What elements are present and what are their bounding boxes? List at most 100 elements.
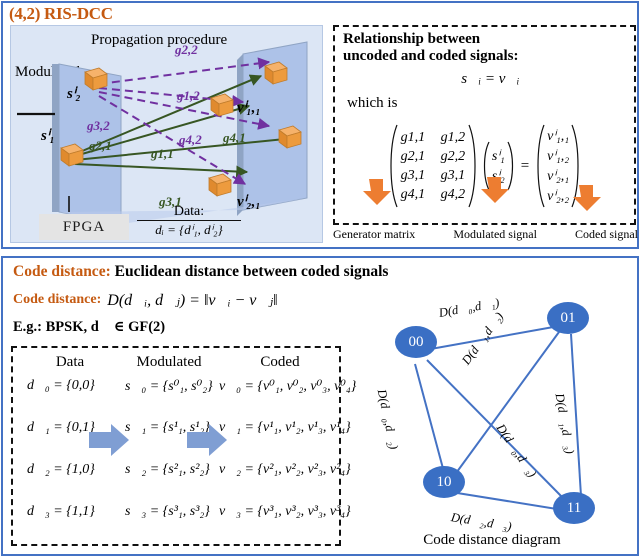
gain-label-g11: g1,1 [151, 146, 174, 161]
gain-label-g12: g1,2 [177, 88, 200, 103]
relationship-box: Relationship between uncoded and coded s… [333, 25, 636, 225]
tx-plate-edge [52, 64, 59, 212]
mapping-table: Data Modulated Coded d⃗₀ = {0,0} s⃗₀ = {… [11, 346, 356, 546]
vector-cell: sⁱ₁ [491, 148, 505, 164]
vector-cell: vⁱ₂,₂ [547, 188, 570, 204]
matrix-row: g3,1 g3,1 [400, 168, 466, 184]
gain-label-g32: g3,2 [87, 118, 110, 133]
matrix-cell: g1,1 [400, 129, 426, 145]
right-paren-svector [507, 140, 516, 192]
bottom-panel: Code distance: Euclidean distance betwee… [1, 256, 639, 556]
cell-coded-1: v⃗₁ = {v¹₁, v¹₂, v¹₃, v¹₄} [219, 420, 351, 435]
caption-coded-signal: Coded signal [574, 227, 638, 241]
symbol-s2: sⁱ₂ [67, 86, 81, 102]
graph-node-10[interactable]: 10 [423, 466, 465, 498]
matrix-cell: g1,2 [440, 129, 466, 145]
relationship-title-line2: uncoded and coded signals: [343, 48, 519, 65]
relationship-title-line1: Relationship between [343, 31, 481, 47]
data-to-modulated-arrow-icon [89, 424, 129, 456]
propagation-scene: Propagation procedure Modulated: [10, 25, 323, 243]
data-formula: dᵢ = {dⁱ₁, dⁱ₂} [155, 222, 223, 237]
cell-coded-0: v⃗₀ = {v⁰₁, v⁰₂, v⁰₃, v⁰₄} [219, 379, 357, 394]
code-distance-diagram: 00 01 10 11 D(d⃗₀,d⃗₁) D(d⃗₀,d⃗₂) D(d⃗₀,… [347, 288, 637, 553]
vector-cell: sⁱ₂ [491, 168, 505, 184]
matrix-cell: g2,1 [400, 148, 426, 164]
vector-cell: vⁱ₁,₂ [547, 148, 570, 164]
graph-node-01[interactable]: 01 [547, 302, 589, 334]
left-paren-vvector [534, 123, 545, 209]
column-header-coded: Coded [260, 354, 300, 370]
relationship-equation: 𝔾s⃗ᵢ = v⃗ᵢ [449, 71, 520, 87]
matrix-row: g1,1 g1,2 [400, 130, 466, 146]
generator-matrix: g1,1 g1,2 g2,1 g2,2 g3,1 g3,1 g4,1 g4,2 [400, 130, 466, 203]
code-distance-definition-label: Code distance: [13, 292, 102, 307]
diagram-caption: Code distance diagram [423, 532, 561, 548]
data-block: Data: dᵢ = {dⁱ₁, dⁱ₂} [137, 204, 241, 238]
edge-10-11 [450, 491, 564, 511]
column-header-modulated: Modulated [136, 354, 202, 370]
edge-00-11 [426, 359, 566, 501]
code-distance-heading-label: Code distance: [13, 263, 111, 280]
graph-node-11[interactable]: 11 [553, 492, 595, 524]
matrix-captions: Generator matrix Modulated signal Coded … [333, 227, 638, 242]
data-divider [137, 220, 241, 221]
left-paren-svector [481, 140, 490, 192]
symbol-v11: vⁱ₁,₁ [237, 100, 261, 116]
page-title: (4,2) RIS-DCC [9, 4, 113, 23]
cell-modulated-0: s⃗₀ = {s⁰₁, s⁰₂} [125, 379, 213, 394]
cell-data-2: d⃗₂ = {1,0} [27, 462, 95, 477]
equals-sign: = [520, 157, 530, 174]
cell-modulated-2: s⃗₂ = {s²₁, s²₂} [125, 462, 210, 477]
relationship-title: Relationship between uncoded and coded s… [343, 31, 518, 66]
code-distance-heading: Code distance: Euclidean distance betwee… [13, 263, 388, 281]
fpga-box: FPGA [39, 214, 129, 240]
gain-label-g42: g4,2 [179, 132, 202, 147]
symbol-s1: sⁱ₁ [41, 128, 55, 144]
vector-cell: vⁱ₂,₁ [547, 168, 570, 184]
symbol-v21: vⁱ₂,₁ [237, 194, 261, 210]
matrix-cell: g3,1 [440, 167, 466, 183]
cell-data-0: d⃗₀ = {0,0} [27, 378, 95, 393]
gain-label-g22: g2,2 [175, 42, 198, 57]
modulated-vector: sⁱ₁ sⁱ₂ [492, 148, 505, 185]
gain-label-g41: g4,1 [223, 130, 246, 145]
gain-label-g31: g3,1 [159, 194, 182, 209]
cell-modulated-3: s⃗₃ = {s³₁, s³₂} [125, 504, 210, 519]
cell-modulated-1: s⃗₁ = {s¹₁, s¹₂} [125, 420, 210, 435]
matrix-cell: g4,2 [440, 186, 466, 202]
graph-edges [414, 325, 582, 511]
cell-data-1: d⃗₁ = {0,1} [27, 420, 95, 435]
top-panel: (4,2) RIS-DCC Propagation procedure Modu… [1, 1, 639, 249]
data-caption: Data: [173, 204, 205, 219]
code-distance-definition: Code distance: D(d⃗ᵢ, d⃗ⱼ) = ‖v⃗ᵢ − v⃗ⱼ‖ [13, 290, 278, 310]
matrix-row: g4,1 g4,2 [400, 187, 466, 203]
caption-generator-matrix: Generator matrix [333, 227, 416, 241]
coded-vector: vⁱ₁,₁ vⁱ₁,₂ vⁱ₂,₁ vⁱ₂,₂ [547, 128, 569, 205]
cell-coded-3: v⃗₃ = {v³₁, v³₂, v³₃, v³₄} [219, 504, 351, 519]
cell-coded-2: v⃗₂ = {v²₁, v²₂, v²₃, v²₄} [219, 462, 351, 477]
graph-node-00[interactable]: 00 [395, 326, 437, 358]
gain-label-g21: g2,1 [89, 138, 112, 153]
cell-data-3: d⃗₃ = {1,1} [27, 504, 95, 519]
matrix-cell: g2,2 [440, 148, 466, 164]
column-header-data: Data [55, 354, 85, 370]
edge-01-10 [450, 331, 560, 481]
cube-group [60, 61, 302, 197]
edge-01-11 [570, 333, 582, 497]
left-paren-matrix [387, 123, 398, 209]
scene-heading: Propagation procedure [91, 32, 228, 48]
code-distance-heading-rest: Euclidean distance between coded signals [114, 263, 389, 280]
caption-modulated-signal: Modulated signal [453, 227, 537, 241]
right-paren-vvector [571, 123, 582, 209]
matrix-cell: g4,1 [400, 186, 426, 202]
which-is-label: which is [347, 95, 398, 111]
matrix-equation: g1,1 g1,2 g2,1 g2,2 g3,1 g3,1 g4,1 g4,2 sⁱ₁ … [335, 123, 634, 209]
edge-00-01 [424, 325, 560, 351]
right-paren-matrix [468, 123, 479, 209]
matrix-cell: g3,1 [400, 167, 426, 183]
vector-cell: vⁱ₁,₁ [547, 128, 570, 144]
code-distance-formula: D(d⃗ᵢ, d⃗ⱼ) = ‖v⃗ᵢ − v⃗ⱼ‖ [107, 292, 278, 309]
code-distance-example: E.g.: BPSK, d⃗ ∈ GF(2) [13, 319, 166, 335]
edge-00-10 [414, 363, 446, 477]
